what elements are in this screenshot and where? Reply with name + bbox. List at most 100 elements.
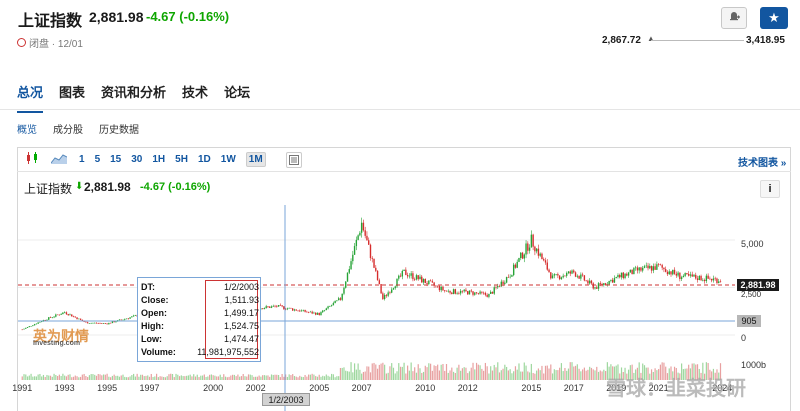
candle-body [518,258,520,262]
volume-bar [719,363,722,380]
candle-body [581,274,584,276]
candle-body [92,322,94,324]
add-alert-button[interactable] [721,7,747,29]
tab-news-analysis[interactable]: 资讯和分析 [101,85,167,100]
candle-body [611,279,614,283]
candle-body [442,286,444,291]
volume-bar [574,365,577,380]
volume-bar [438,370,441,380]
candle-body [657,264,660,265]
volume-bar [131,375,133,380]
candle-body [428,280,430,285]
volume-bar [472,362,474,380]
crosshair-value-tag: 905 [737,315,761,327]
tooltip-row: Close: 1,511.93 [141,295,259,305]
volume-bar [617,364,619,380]
volume-bar [322,375,324,380]
interval-1h[interactable]: 1H [152,154,166,165]
candle-body [573,270,575,273]
volume-bar [133,373,135,380]
interval-1w[interactable]: 1W [220,154,236,165]
volume-bar [37,374,39,380]
interval-15[interactable]: 15 [110,154,122,165]
candle-body [78,318,80,320]
candle-body [394,286,396,289]
candle-body [675,273,678,276]
y-tick-0: 0 [741,333,747,343]
volume-bar [101,375,103,380]
panel-icon[interactable] [285,151,302,168]
tab-chart[interactable]: 图表 [59,85,86,100]
tab-forum[interactable]: 论坛 [224,85,251,100]
volume-bar [290,375,292,380]
candle-body [424,278,426,284]
candle-body [693,274,695,277]
candle-body [523,254,525,259]
volume-bar [573,366,575,380]
info-button[interactable]: i [760,180,780,198]
volume-bar [244,376,246,380]
candle-body [422,278,425,283]
volume-bar [150,373,152,380]
candle-body [444,290,446,291]
candle-body [371,258,373,259]
volume-bar [170,373,172,380]
volume-bar [277,375,280,380]
technical-chart-link[interactable]: 技术图表 » [738,158,787,169]
tab-overview[interactable]: 总况 [17,82,44,113]
candle-body [284,308,287,310]
candle-body [21,329,23,331]
subtab-historical[interactable]: 历史数据 [99,125,139,136]
investing-logo: 英为财情 [33,328,89,344]
volume-bar [350,362,352,380]
candle-body [484,292,487,295]
volume-bar [23,374,25,380]
volume-bar [81,374,83,380]
candle-body [81,319,84,321]
volume-bar [320,376,322,380]
volume-bar [596,366,598,380]
candle-body [558,275,561,280]
candle-body [650,266,653,271]
volume-bar [571,362,573,380]
x-tick-label: 2005 [309,383,330,393]
volume-bar [191,376,193,380]
volume-bar [612,366,614,380]
tooltip-row: Volume: 11,981,975,552 [141,347,259,357]
volume-bar [555,370,557,380]
candle-body [431,281,434,283]
candle-body [435,285,437,287]
subtab-components[interactable]: 成分股 [53,125,83,136]
volume-bar [675,367,677,380]
interval-5h[interactable]: 5H [175,154,188,165]
subtab-summary[interactable]: 概览 [17,125,37,136]
candlestick-icon[interactable] [25,151,41,169]
candle-body [627,272,630,276]
candle-body [587,280,589,284]
interval-30[interactable]: 30 [131,154,143,165]
volume-bar [477,364,479,380]
volume-bar [239,376,241,380]
volume-bar [143,376,145,380]
candle-body [336,300,338,301]
volume-bar [246,376,248,380]
interval-1m[interactable]: 1M [245,152,266,167]
volume-bar [55,374,57,380]
tab-technical[interactable]: 技术 [182,85,209,100]
volume-bar [433,365,435,380]
candle-body [106,323,108,325]
candle-body [408,275,411,277]
volume-bar [716,369,718,380]
candle-body [530,234,533,248]
volume-bar [606,362,608,380]
interval-1d[interactable]: 1D [197,154,211,165]
add-watchlist-button[interactable]: ★ [760,7,788,29]
candle-body [500,281,503,287]
area-chart-icon[interactable] [50,151,68,169]
interval-5[interactable]: 5 [94,154,101,165]
candle-body [350,261,352,270]
volume-bar [509,369,511,380]
candle-body [553,274,556,276]
candle-body [49,317,52,318]
interval-1[interactable]: 1 [79,154,85,165]
